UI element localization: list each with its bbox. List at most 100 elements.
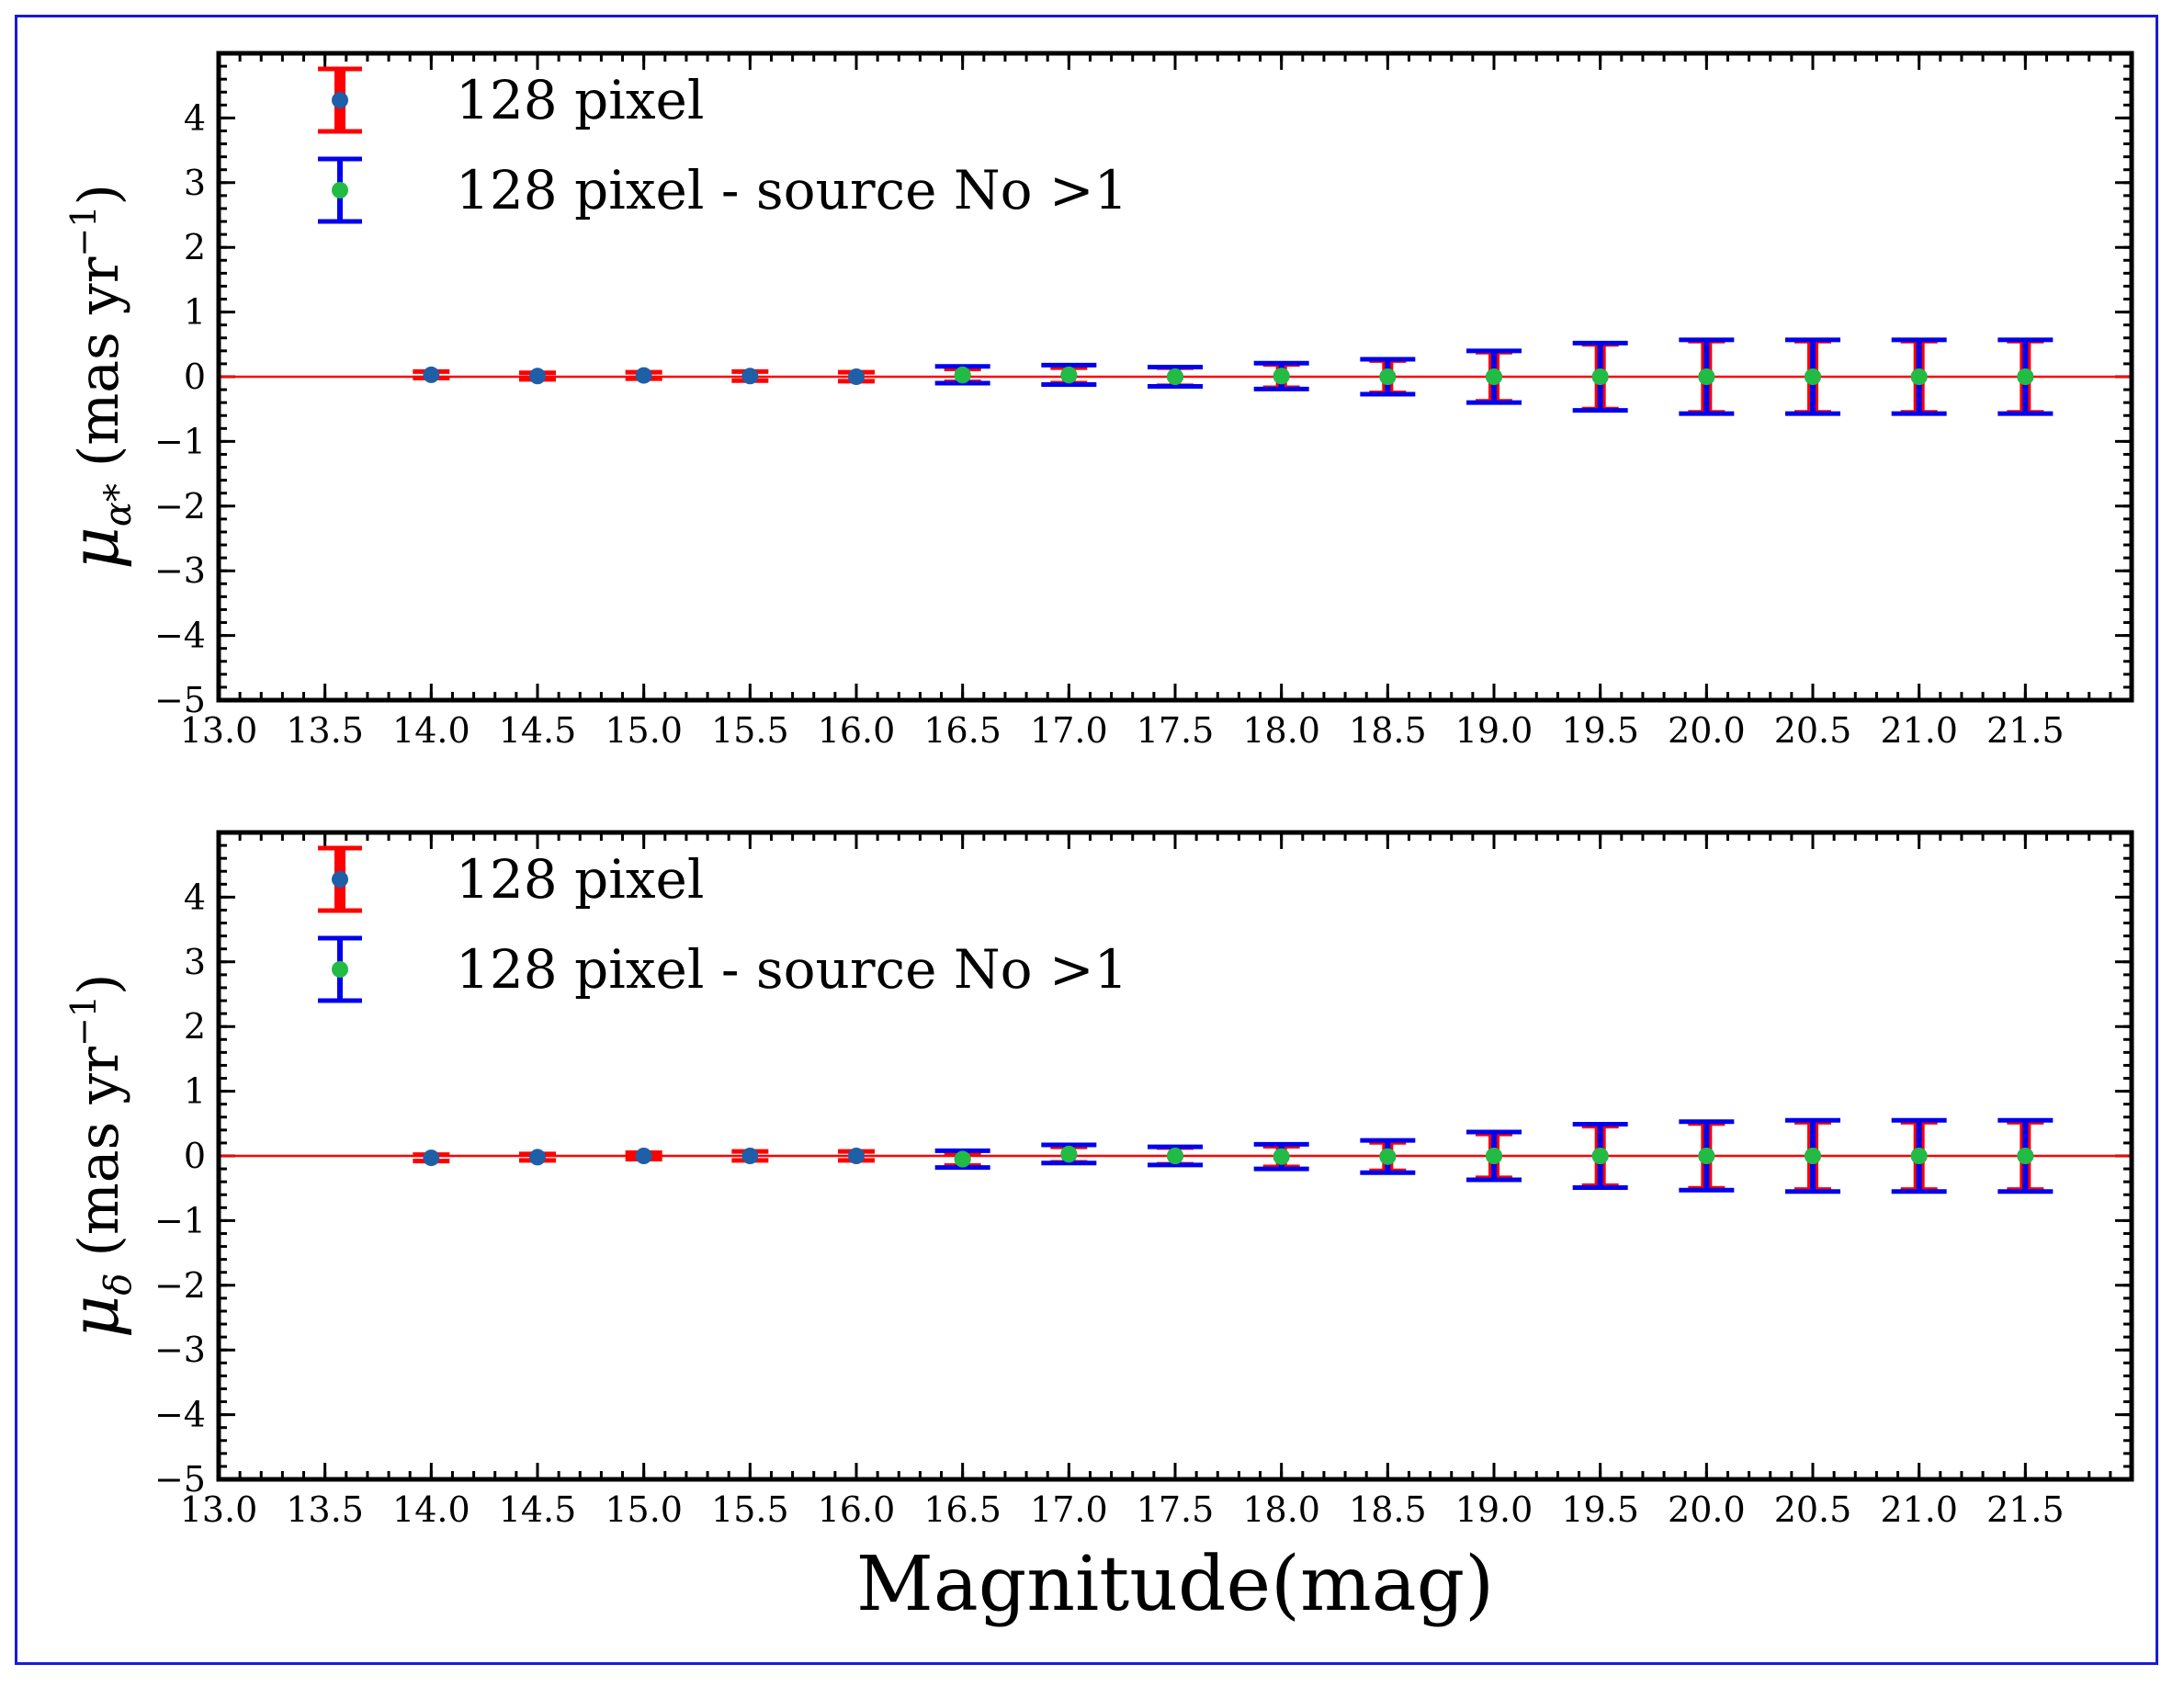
ylabel-close: ): [67, 974, 131, 995]
x-tick-label: 20.0: [1668, 710, 1746, 751]
data-point: [1379, 1148, 1397, 1165]
ylabel-symbol: μ: [56, 1296, 133, 1339]
ylabel-symbol: μ: [56, 526, 133, 570]
x-tick-label: 15.5: [711, 710, 789, 751]
axes-frame: [216, 830, 2134, 1482]
x-tick-label: 18.0: [1242, 710, 1320, 751]
x-tick-label: 21.0: [1880, 710, 1958, 751]
data-point: [635, 367, 652, 384]
x-tick-label: 13.0: [180, 710, 258, 751]
markers-multi-source: [954, 366, 2034, 385]
data-point: [1698, 368, 1715, 385]
y-tick-label: 0: [184, 357, 206, 397]
x-tick-label: 13.5: [286, 710, 364, 751]
x-tick-label: 20.5: [1774, 1489, 1852, 1530]
legend-marker: [332, 182, 348, 198]
x-tick-label: 17.5: [1137, 710, 1215, 751]
x-tick-label: 20.0: [1668, 1489, 1746, 1530]
data-point: [1379, 368, 1397, 385]
legend: 128 pixel 128 pixel - source No >1: [318, 845, 1128, 1003]
x-tick-label: 21.5: [1986, 710, 2065, 751]
data-point: [1591, 368, 1609, 385]
legend-icon: [318, 935, 362, 1003]
x-tick-label: 16.0: [818, 710, 896, 751]
legend-marker: [332, 871, 348, 888]
data-point: [1486, 368, 1502, 385]
y-tick-label: 4: [184, 877, 206, 917]
data-point: [1698, 1148, 1715, 1164]
panel-top: 13.0 13.5 14.0 14.5 15.0 15.5 16.0 16.5 17.0 17.5…: [56, 51, 2134, 751]
legend-icon: [318, 156, 362, 224]
x-tick-label: 21.0: [1880, 1489, 1958, 1530]
x-tick-label: 20.5: [1774, 710, 1852, 751]
x-tick-label: 17.5: [1137, 1489, 1215, 1530]
legend-icon: [318, 845, 362, 913]
legend-label: 128 pixel - source No >1: [456, 938, 1128, 1001]
x-tick-label: 19.5: [1561, 710, 1639, 751]
x-tick-label: 19.0: [1455, 710, 1533, 751]
panel-bottom: 13.0 13.5 14.0 14.5 15.0 15.5 16.0 16.5 17.0 17.5…: [56, 830, 2134, 1628]
data-point: [1060, 1145, 1078, 1162]
x-axis-label: Magnitude(mag): [856, 1541, 1494, 1628]
y-axis-label: μα* (mas yr−1): [56, 184, 140, 570]
y-tick-label: −4: [154, 1395, 206, 1435]
y-tick-label: −5: [154, 680, 206, 720]
legend: 128 pixel 128 pixel - source No >1: [318, 66, 1128, 224]
y-tick-label: −5: [154, 1459, 206, 1500]
data-point: [741, 368, 759, 385]
y-tick-label: 0: [184, 1136, 206, 1176]
y-tick-label: 3: [184, 163, 206, 203]
x-tick-label: 15.0: [605, 1489, 683, 1530]
markers-multi-source: [954, 1145, 2034, 1168]
y-tick-label: −1: [154, 1200, 206, 1240]
x-tick-label: 18.5: [1349, 710, 1427, 751]
legend-icon: [318, 66, 362, 134]
x-tick-label: 19.0: [1455, 1489, 1533, 1530]
data-point: [1805, 1148, 1821, 1164]
y-tick-label: 2: [184, 227, 206, 267]
data-point: [741, 1148, 759, 1164]
x-tick-label: 14.5: [499, 710, 577, 751]
x-tick-label: 17.0: [1030, 1489, 1108, 1530]
data-point: [529, 1149, 546, 1166]
x-tick-label: 14.5: [499, 1489, 577, 1530]
legend-marker: [332, 961, 348, 978]
ylabel-exponent: −1: [63, 206, 104, 257]
x-tick-label: 19.5: [1561, 1489, 1639, 1530]
y-tick-label: 1: [184, 1071, 206, 1112]
data-point: [2017, 368, 2034, 385]
x-tick-label: 17.0: [1030, 710, 1108, 751]
series-multi-source: [934, 1117, 2054, 1194]
y-tick-label: −4: [154, 616, 206, 656]
data-point: [954, 366, 971, 383]
x-tick-label: 14.0: [392, 1489, 470, 1530]
legend-label: 128 pixel - source No >1: [456, 159, 1128, 221]
data-point: [1167, 368, 1183, 385]
x-tick-label: 16.5: [923, 710, 1001, 751]
major-ticks: [217, 832, 2132, 1481]
data-point: [848, 368, 865, 385]
x-tick-label: 13.0: [180, 1489, 258, 1530]
data-point: [1591, 1148, 1609, 1164]
y-tick-label: −2: [154, 1265, 206, 1306]
legend-marker: [332, 92, 348, 108]
axes-frame: [216, 51, 2134, 703]
data-point: [1060, 366, 1078, 383]
legend-label: 128 pixel: [456, 69, 704, 131]
x-tick-label: 18.5: [1349, 1489, 1427, 1530]
legend-label: 128 pixel: [456, 848, 704, 911]
x-tick-label: 18.0: [1242, 1489, 1320, 1530]
y-tick-label: 2: [184, 1006, 206, 1047]
data-point: [423, 366, 440, 383]
ylabel-unit: (mas yr: [67, 1047, 131, 1257]
ylabel-close: ): [67, 184, 131, 205]
x-tick-label: 15.0: [605, 710, 683, 751]
ylabel-subscript: α*: [97, 483, 140, 526]
y-tick-label: −3: [154, 550, 206, 591]
data-point: [1486, 1148, 1502, 1164]
data-point: [1910, 1148, 1928, 1164]
data-point: [1910, 368, 1928, 385]
data-point: [1805, 368, 1821, 385]
ylabel-subscript: δ: [97, 1274, 140, 1296]
